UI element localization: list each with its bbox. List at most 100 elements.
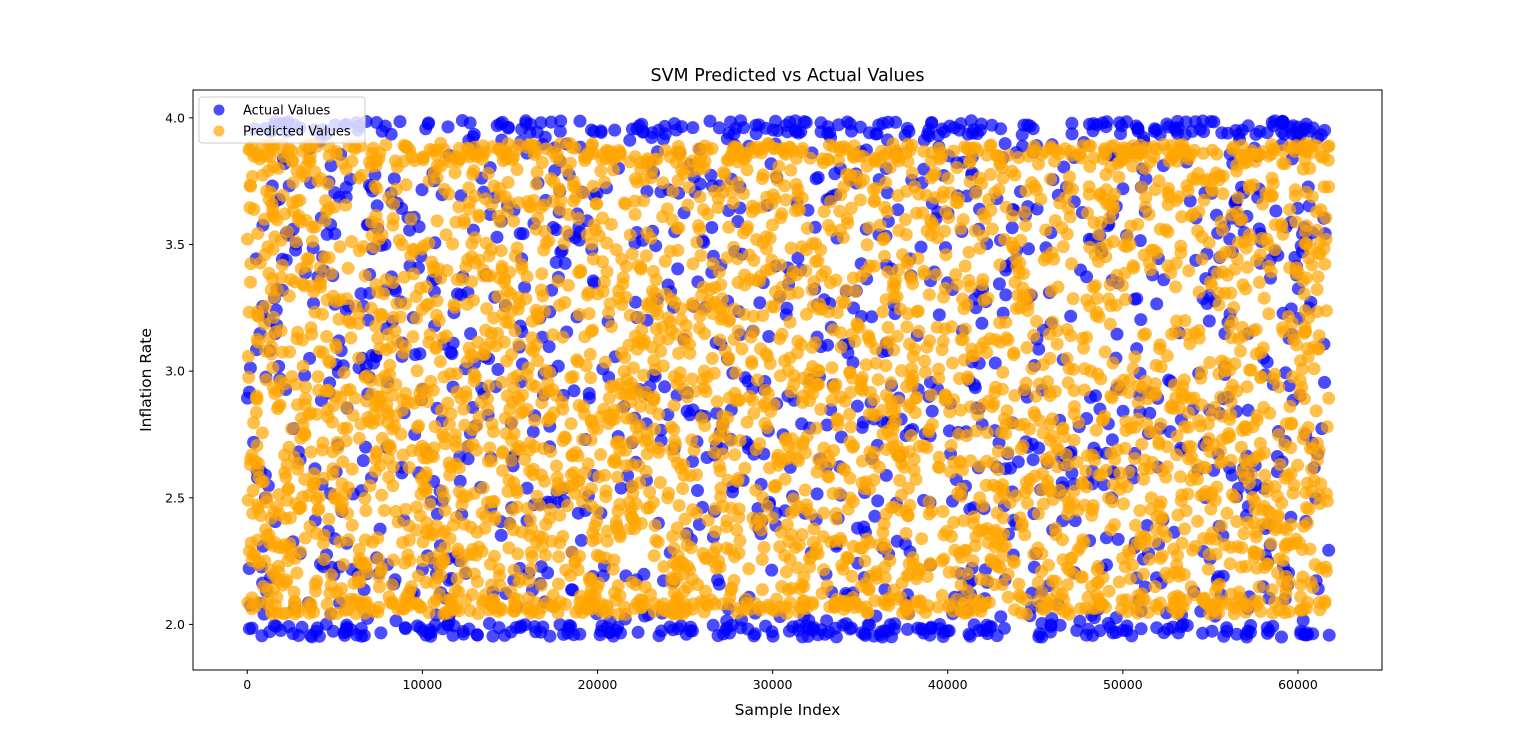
predicted-value-point bbox=[1106, 477, 1120, 491]
predicted-value-point bbox=[863, 407, 876, 421]
predicted-value-point bbox=[252, 555, 266, 569]
predicted-value-point bbox=[421, 523, 435, 537]
predicted-value-point bbox=[1236, 278, 1250, 292]
predicted-value-point bbox=[538, 225, 552, 238]
predicted-value-point bbox=[1149, 425, 1162, 439]
actual-value-point bbox=[975, 316, 989, 330]
predicted-value-point bbox=[796, 396, 809, 409]
predicted-value-point bbox=[924, 388, 938, 402]
predicted-value-point bbox=[560, 225, 574, 239]
predicted-value-point bbox=[288, 551, 302, 565]
predicted-value-point bbox=[902, 481, 915, 495]
predicted-value-point bbox=[442, 417, 456, 431]
predicted-value-point bbox=[791, 561, 804, 575]
predicted-value-point bbox=[824, 535, 838, 549]
predicted-value-point bbox=[936, 334, 950, 348]
predicted-value-point bbox=[1128, 452, 1142, 466]
predicted-value-point bbox=[666, 529, 680, 543]
predicted-value-point bbox=[372, 580, 386, 594]
predicted-value-point bbox=[1199, 461, 1213, 475]
predicted-value-point bbox=[1074, 570, 1088, 584]
actual-value-point bbox=[851, 521, 864, 535]
predicted-value-point bbox=[984, 138, 998, 152]
predicted-value-point bbox=[962, 274, 976, 287]
predicted-value-point bbox=[1209, 584, 1223, 598]
predicted-value-point bbox=[1260, 484, 1274, 498]
predicted-value-point bbox=[757, 541, 771, 554]
predicted-value-point bbox=[378, 369, 392, 383]
predicted-value-point bbox=[352, 431, 366, 445]
predicted-value-point bbox=[515, 258, 529, 272]
predicted-value-point bbox=[1224, 540, 1238, 554]
predicted-value-point bbox=[1247, 545, 1261, 559]
predicted-value-point bbox=[973, 241, 987, 255]
actual-value-point bbox=[741, 622, 755, 636]
actual-value-point bbox=[1057, 160, 1071, 174]
predicted-value-point bbox=[1238, 420, 1252, 434]
actual-value-point bbox=[712, 121, 726, 135]
predicted-value-point bbox=[358, 370, 372, 384]
predicted-value-point bbox=[844, 201, 858, 215]
predicted-value-point bbox=[495, 262, 509, 276]
predicted-value-point bbox=[1267, 371, 1280, 385]
predicted-value-point bbox=[811, 547, 825, 561]
predicted-value-point bbox=[737, 226, 750, 240]
predicted-value-point bbox=[309, 526, 323, 540]
predicted-value-point bbox=[855, 454, 869, 468]
actual-value-point bbox=[762, 330, 776, 343]
actual-value-point bbox=[1032, 342, 1046, 356]
predicted-value-point bbox=[1283, 261, 1297, 275]
predicted-value-point bbox=[1240, 155, 1254, 169]
actual-value-point bbox=[759, 121, 773, 135]
predicted-value-point bbox=[996, 511, 1010, 525]
actual-value-point bbox=[914, 240, 928, 254]
predicted-value-point bbox=[260, 529, 274, 543]
predicted-value-point bbox=[631, 258, 645, 272]
predicted-value-point bbox=[1155, 464, 1169, 478]
actual-value-point bbox=[421, 117, 435, 131]
actual-value-point bbox=[999, 288, 1013, 302]
predicted-value-point bbox=[943, 405, 957, 419]
predicted-value-point bbox=[805, 340, 819, 354]
predicted-value-point bbox=[1187, 468, 1201, 482]
predicted-value-point bbox=[986, 456, 1000, 470]
predicted-value-point bbox=[714, 278, 728, 292]
actual-value-point bbox=[968, 381, 982, 395]
predicted-value-point bbox=[358, 491, 372, 505]
actual-value-point bbox=[520, 481, 534, 495]
predicted-value-point bbox=[923, 334, 936, 348]
predicted-value-point bbox=[981, 527, 995, 541]
predicted-value-point bbox=[872, 460, 886, 474]
predicted-value-point bbox=[821, 305, 835, 319]
predicted-value-point bbox=[578, 330, 592, 344]
predicted-value-point bbox=[470, 443, 484, 457]
predicted-value-point bbox=[314, 172, 328, 186]
actual-value-point bbox=[374, 626, 388, 640]
predicted-value-point bbox=[895, 364, 908, 378]
predicted-value-point bbox=[712, 554, 725, 568]
predicted-value-point bbox=[1160, 440, 1174, 454]
actual-value-point bbox=[729, 121, 743, 135]
predicted-value-point bbox=[438, 182, 451, 196]
predicted-value-point bbox=[731, 252, 745, 266]
actual-value-point bbox=[1044, 625, 1057, 639]
predicted-value-point bbox=[309, 492, 323, 506]
predicted-value-point bbox=[437, 370, 451, 384]
predicted-value-point bbox=[1006, 241, 1020, 255]
predicted-value-point bbox=[243, 179, 257, 192]
predicted-value-point bbox=[824, 194, 838, 208]
predicted-value-point bbox=[1161, 186, 1175, 200]
predicted-value-point bbox=[256, 168, 270, 182]
predicted-value-point bbox=[1205, 184, 1219, 198]
actual-value-point bbox=[765, 563, 779, 577]
predicted-value-point bbox=[1204, 502, 1218, 516]
predicted-value-point bbox=[1283, 399, 1297, 413]
predicted-value-point bbox=[957, 302, 971, 316]
predicted-value-point bbox=[859, 576, 873, 590]
predicted-value-point bbox=[633, 399, 647, 413]
actual-value-point bbox=[925, 404, 939, 418]
predicted-value-point bbox=[358, 269, 372, 283]
predicted-value-point bbox=[686, 503, 700, 517]
predicted-value-point bbox=[1173, 470, 1187, 484]
predicted-value-point bbox=[1313, 235, 1327, 249]
